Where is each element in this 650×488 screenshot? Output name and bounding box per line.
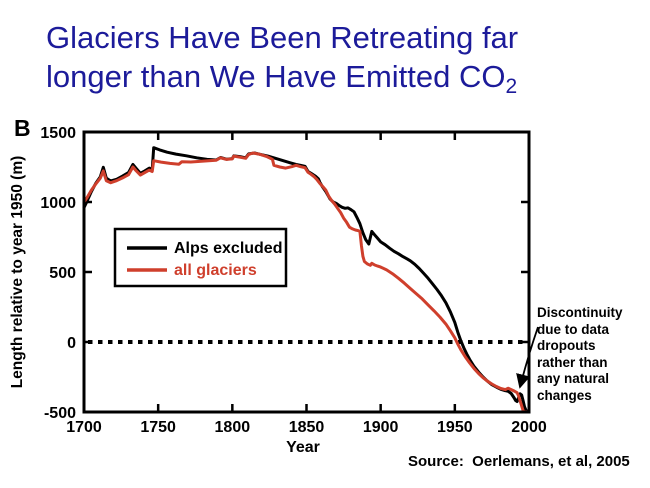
- y-tick-label: 500: [49, 265, 76, 282]
- y-tick-label: 0: [67, 335, 76, 352]
- x-tick-label: 1800: [215, 419, 251, 436]
- x-tick-label: 1700: [66, 419, 102, 436]
- legend-box: [113, 227, 288, 288]
- discontinuity-annotation: Discontinuity due to data dropouts rathe…: [537, 305, 647, 404]
- x-tick-label: 1950: [437, 419, 473, 436]
- y-tick-label: 1500: [40, 125, 76, 142]
- x-tick-label: 2000: [511, 419, 547, 436]
- annotation-line: rather than: [537, 354, 608, 370]
- x-tick-label: 1750: [140, 419, 176, 436]
- series-all-glaciers: [82, 151, 531, 414]
- plot-area-border: [82, 130, 531, 414]
- co2-subscript: 2: [505, 75, 518, 98]
- legend-label-all-glaciers: all glaciers: [174, 262, 257, 279]
- slide-title-line1: Glaciers Have Been Retreating far: [46, 20, 519, 55]
- panel-label: B: [14, 115, 31, 141]
- x-tick-label: 1850: [289, 419, 325, 436]
- y-tick-label: 1000: [40, 195, 76, 212]
- y-axis-label: Length relative to year 1950 (m): [9, 156, 26, 389]
- slide-title-line2: longer than We Have Emitted CO: [46, 59, 506, 94]
- discontinuity-arrow: [516, 326, 539, 389]
- annotation-line: due to data: [537, 321, 610, 337]
- legend-label-alps-excluded: Alps excluded: [174, 240, 282, 257]
- legend: Alps excluded all glaciers: [113, 227, 288, 288]
- annotation-line: changes: [537, 387, 592, 403]
- annotation-line: Discontinuity: [537, 305, 623, 320]
- slide-title: Glaciers Have Been Retreating far longer…: [46, 18, 621, 106]
- annotation-line: dropouts: [537, 338, 596, 353]
- y-tick-label: -500: [44, 405, 76, 422]
- x-axis-label: Year: [286, 439, 320, 456]
- source-note: Source: Oerlemans, et al, 2005: [408, 453, 630, 470]
- annotation-line: any natural: [537, 371, 610, 386]
- x-tick-label: 1900: [363, 419, 399, 436]
